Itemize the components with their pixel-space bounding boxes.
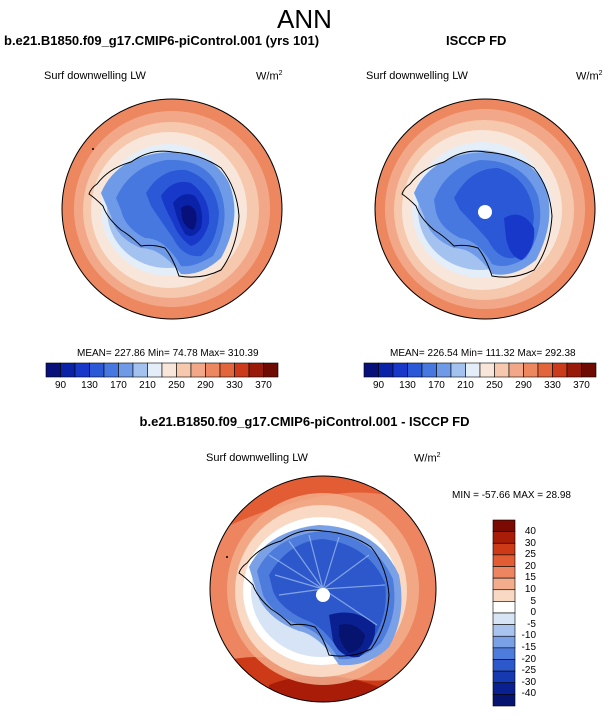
panel3-tick-neg15: -15 bbox=[521, 642, 536, 653]
panel2-tick-370: 370 bbox=[573, 380, 590, 391]
figure-title: ANN bbox=[277, 4, 332, 34]
panel3-tick-5: 5 bbox=[530, 595, 536, 607]
panel2-tick-170: 170 bbox=[428, 380, 445, 391]
panel3-tick-neg30: -30 bbox=[521, 676, 536, 688]
panel3-tick-25: 25 bbox=[524, 549, 536, 561]
panel2-tick-330: 330 bbox=[544, 380, 561, 391]
panel2-tick-210: 210 bbox=[457, 380, 474, 391]
panel2-colorbar-swatch-13 bbox=[552, 362, 568, 378]
panel1-colorbar-swatch-3 bbox=[89, 362, 105, 378]
panel1-tick-210: 210 bbox=[139, 380, 156, 391]
panel3-tick-neg5: -5 bbox=[527, 618, 536, 630]
panel2-colorbar-swatch-3 bbox=[407, 362, 423, 378]
panel3-variable: Surf downwelling LW bbox=[206, 452, 308, 464]
panel3-tick-10: 10 bbox=[524, 584, 536, 595]
panel2-colorbar-swatch-0 bbox=[363, 362, 379, 378]
panel2-tick-90: 90 bbox=[372, 380, 385, 391]
panel1-tick-330: 330 bbox=[226, 380, 243, 391]
panel3-map bbox=[209, 475, 437, 703]
panel1-map bbox=[61, 98, 283, 320]
panel2-title: ISCCP FD bbox=[446, 33, 507, 48]
panel2-colorbar-swatch-5 bbox=[436, 362, 452, 378]
panel2-colorbar-swatch-6 bbox=[450, 362, 466, 378]
panel3-tick-40: 40 bbox=[524, 526, 536, 537]
panel2-colorbar-swatch-9 bbox=[494, 362, 510, 378]
panel3-tick-neg40: -40 bbox=[521, 688, 536, 700]
panel1-colorbar bbox=[45, 362, 279, 378]
panel1-colorbar-swatch-0 bbox=[45, 362, 61, 378]
panel3-stats: MIN = -57.66 MAX = 28.98 bbox=[452, 490, 571, 501]
panel2-colorbar-labels: 90 130 170 210 250 290 330 370 bbox=[364, 380, 596, 394]
panel2-colorbar-swatch-10 bbox=[508, 362, 524, 378]
panel1-colorbar-swatch-12 bbox=[219, 362, 235, 378]
panel3-colorbar bbox=[492, 519, 516, 707]
panel3-units: W/m2 bbox=[414, 452, 441, 465]
panel2-colorbar-swatch-8 bbox=[479, 362, 495, 378]
panel1-stats: MEAN= 227.86 Min= 74.78 Max= 310.39 bbox=[77, 348, 259, 359]
panel3-tick-neg10: -10 bbox=[521, 630, 536, 642]
panel1-title: b.e21.B1850.f09_g17.CMIP6-piControl.001 … bbox=[4, 33, 320, 48]
panel2-colorbar-swatch-7 bbox=[465, 362, 481, 378]
panel3-tick-0: 0 bbox=[530, 607, 536, 619]
panel1-tick-90: 90 bbox=[54, 380, 67, 391]
panel3-tick-30: 30 bbox=[524, 537, 536, 549]
panel2-colorbar-swatch-1 bbox=[378, 362, 394, 378]
panel3-tick-20: 20 bbox=[524, 560, 536, 572]
panel1-tick-130: 130 bbox=[81, 380, 98, 391]
panel2-colorbar-swatch-14 bbox=[566, 362, 582, 378]
panel3-tick-neg20: -20 bbox=[521, 653, 536, 665]
panel1-colorbar-swatch-10 bbox=[190, 362, 206, 378]
panel2-colorbar-swatch-4 bbox=[421, 362, 437, 378]
panel1-variable: Surf downwelling LW bbox=[44, 70, 146, 82]
panel2-stats: MEAN= 226.54 Min= 111.32 Max= 292.38 bbox=[390, 348, 576, 359]
panel1-tick-250: 250 bbox=[168, 380, 185, 391]
panel3-title: b.e21.B1850.f09_g17.CMIP6-piControl.001 … bbox=[139, 414, 470, 429]
panel2-map bbox=[374, 98, 596, 320]
panel2-variable: Surf downwelling LW bbox=[366, 70, 468, 82]
panel1-tick-170: 170 bbox=[110, 380, 127, 391]
panel1-colorbar-swatch-13 bbox=[234, 362, 250, 378]
panel3-tick-neg25: -25 bbox=[521, 665, 536, 677]
panel1-colorbar-swatch-8 bbox=[161, 362, 177, 378]
panel2-colorbar-swatch-15 bbox=[581, 362, 597, 378]
panel1-colorbar-swatch-7 bbox=[147, 362, 163, 378]
panel1-units: W/m2 bbox=[256, 70, 283, 83]
panel2-units: W/m2 bbox=[576, 70, 603, 83]
panel2-tick-250: 250 bbox=[486, 380, 503, 391]
panel2-colorbar-swatch-12 bbox=[537, 362, 553, 378]
panel1-colorbar-swatch-4 bbox=[103, 362, 119, 378]
panel1-tick-370: 370 bbox=[255, 380, 272, 391]
panel2-colorbar-swatch-2 bbox=[392, 362, 408, 378]
panel1-colorbar-swatch-2 bbox=[74, 362, 90, 378]
panel1-tick-290: 290 bbox=[197, 380, 214, 391]
panel3-colorbar-labels: 40 30 25 20 15 10 5 0 -5 -10 -15 -20 -25… bbox=[516, 520, 556, 706]
panel2-tick-130: 130 bbox=[399, 380, 416, 391]
panel1-colorbar-swatch-6 bbox=[132, 362, 148, 378]
panel1-colorbar-swatch-9 bbox=[176, 362, 192, 378]
panel1-colorbar-swatch-5 bbox=[118, 362, 134, 378]
panel3-colorbar-swatch-15 bbox=[492, 694, 516, 707]
panel1-colorbar-swatch-1 bbox=[60, 362, 76, 378]
panel2-tick-290: 290 bbox=[515, 380, 532, 391]
panel1-colorbar-swatch-14 bbox=[248, 362, 264, 378]
panel2-colorbar bbox=[363, 362, 597, 378]
panel3-tick-15: 15 bbox=[524, 572, 536, 584]
panel2-colorbar-swatch-11 bbox=[523, 362, 539, 378]
panel1-colorbar-labels: 90 130 170 210 250 290 330 370 bbox=[46, 380, 278, 394]
panel1-colorbar-swatch-11 bbox=[205, 362, 221, 378]
panel1-colorbar-swatch-15 bbox=[263, 362, 279, 378]
